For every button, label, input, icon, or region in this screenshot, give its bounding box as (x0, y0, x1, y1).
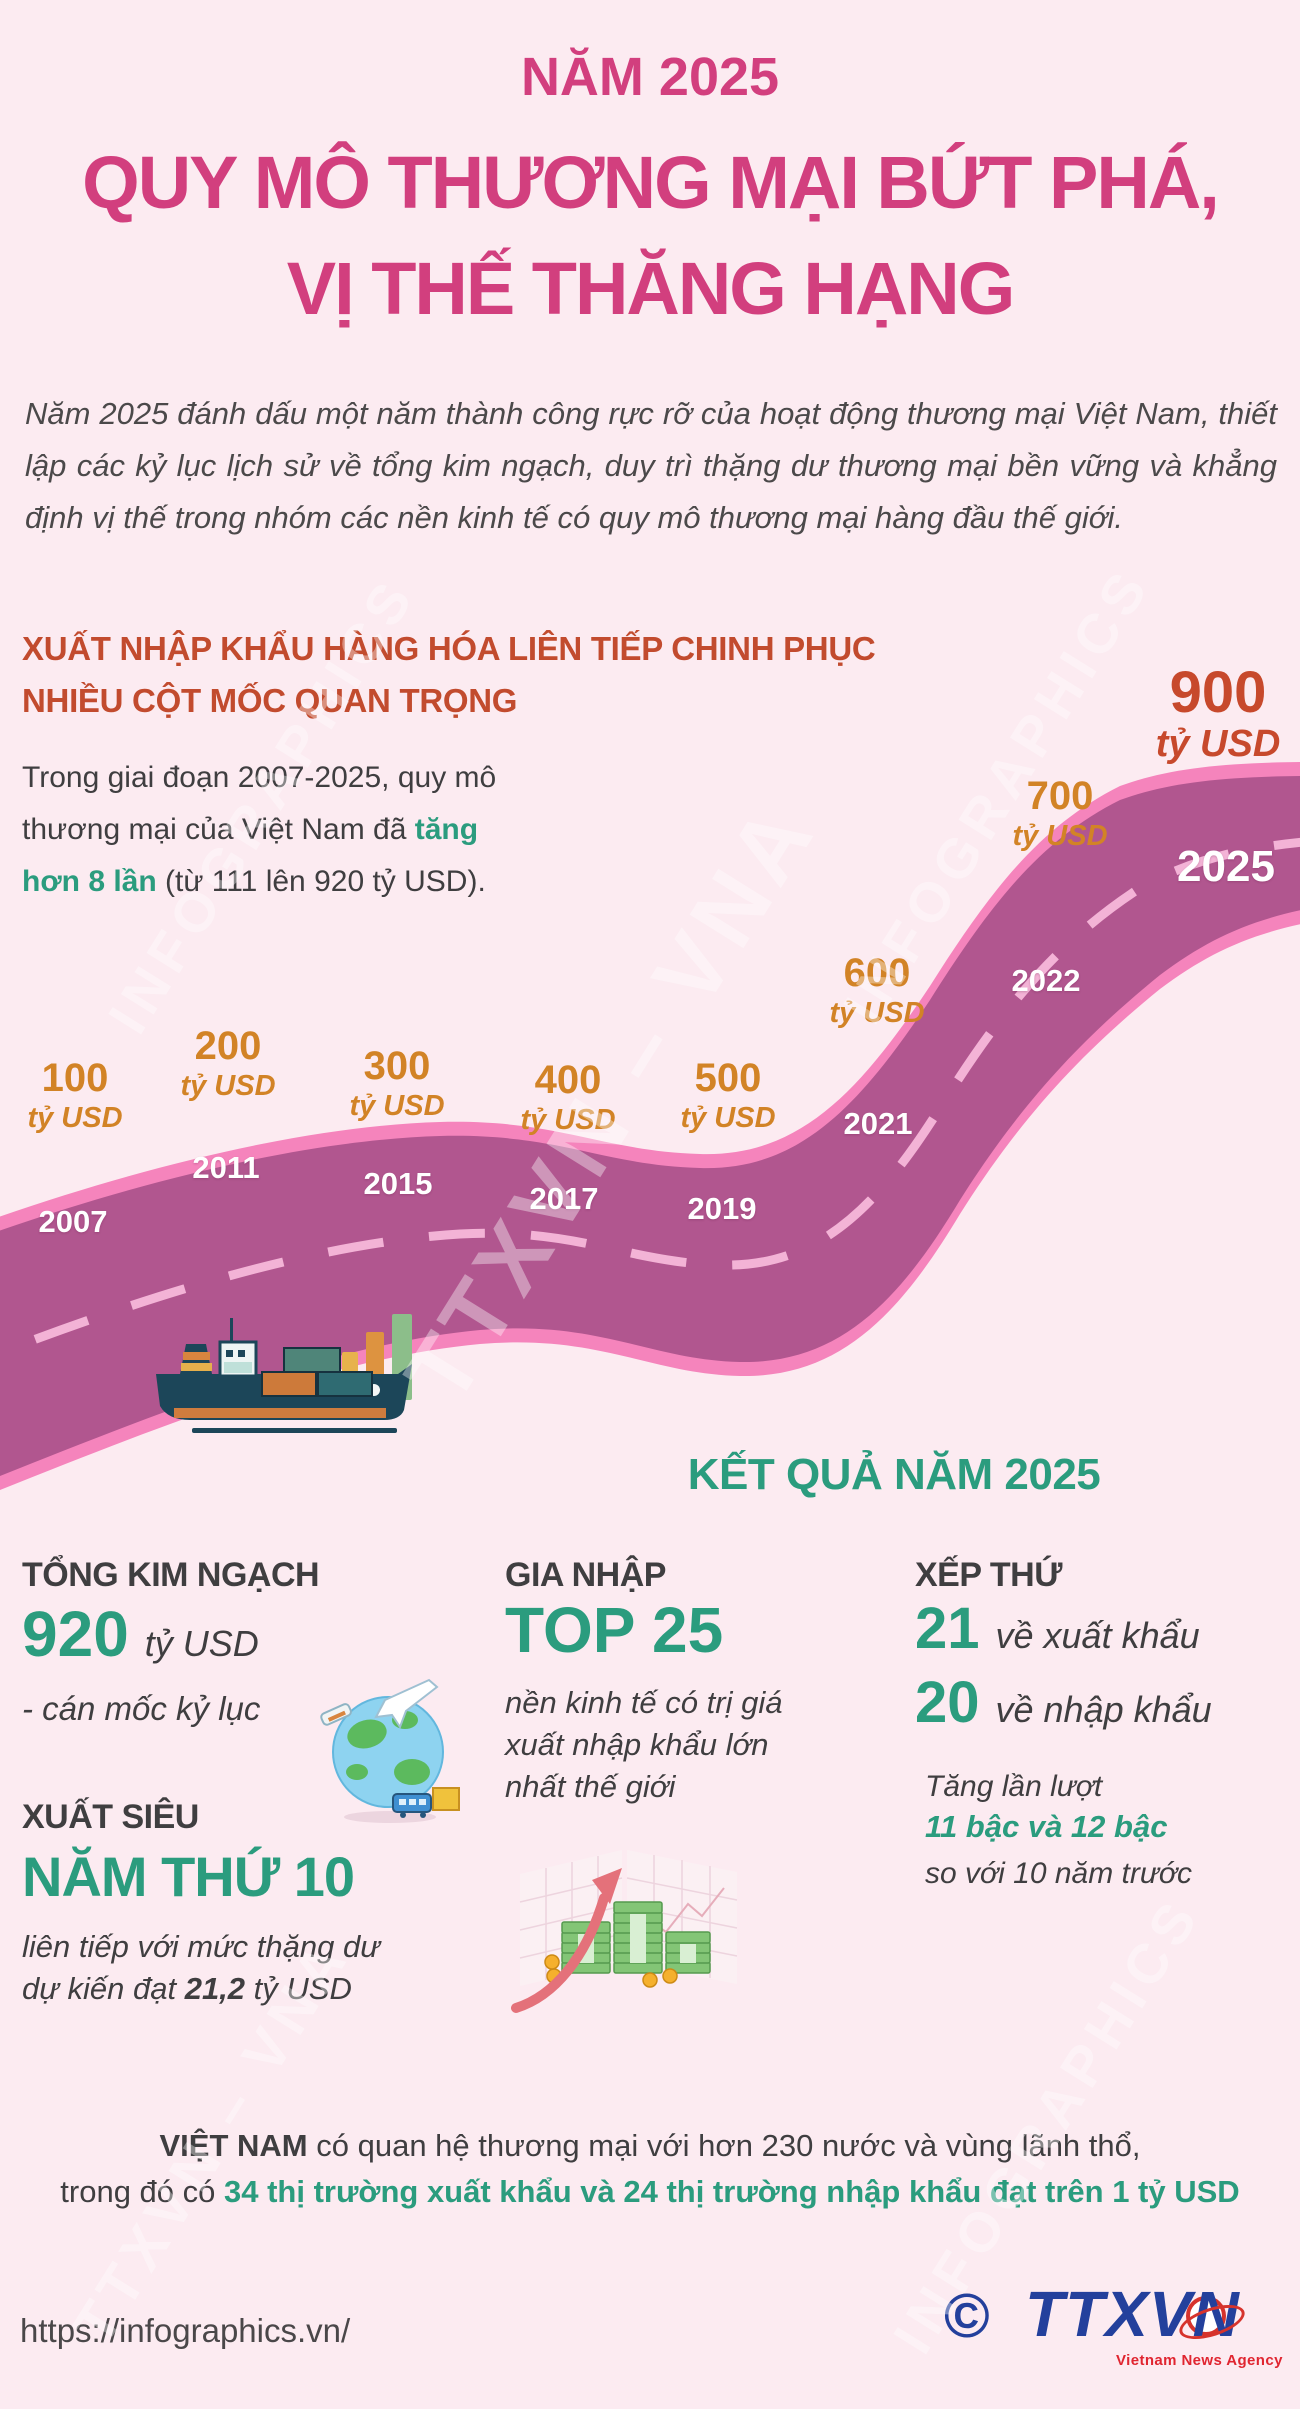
surplus-note2-suffix: tỷ USD (245, 1971, 352, 2006)
milestone-900: 900 tỷ USD (1123, 664, 1300, 766)
cargo-box (432, 1787, 460, 1811)
milestone-100: 100 tỷ USD (0, 1056, 160, 1136)
milestone-value: 600 (843, 951, 911, 995)
section-heading-line2: NHIỀU CỘT MỐC QUAN TRỌNG (22, 682, 518, 719)
milestone-unit: tỷ USD (520, 1104, 616, 1136)
total-turnover-value: 920 (22, 1598, 129, 1670)
year-label-2022: 2022 (1011, 963, 1081, 998)
milestone-unit: tỷ USD (829, 997, 925, 1029)
milestone-value: 900 (1169, 660, 1267, 725)
section-body-highlight: tăng hơn 8 lần (22, 813, 479, 898)
milestone-value: 200 (194, 1024, 262, 1068)
rank-note-line1: Tăng lần lượt (925, 1770, 1103, 1803)
agency-name: Vietnam News Agency (1116, 2352, 1283, 2369)
copyright-icon: © (944, 2282, 990, 2351)
agency-logo: TTXVN (1025, 2278, 1240, 2350)
year-label-2011: 2011 (192, 1150, 260, 1185)
milestone-value: 500 (694, 1056, 762, 1100)
milestone-unit: tỷ USD (680, 1102, 776, 1134)
summary-line2-prefix: trong đó có (60, 2174, 224, 2209)
section-heading-line1: XUẤT NHẬP KHẨU HÀNG HÓA LIÊN TIẾP CHINH … (22, 630, 876, 667)
section-body-prefix: Trong giai đoạn 2007-2025, quy mô thương… (22, 761, 497, 846)
rank-label: XẾP THỨ (915, 1556, 1062, 1594)
rank-export-label: về xuất khẩu (995, 1615, 1200, 1656)
kicker-year: NĂM 2025 (520, 47, 780, 107)
milestone-300: 300 tỷ USD (312, 1044, 482, 1124)
section-body-suffix: (từ 111 lên 920 tỷ USD). (156, 865, 486, 898)
intro-paragraph: Năm 2025 đánh dấu một năm thành công rực… (25, 396, 1277, 535)
main-title-line2: VỊ THẾ THĂNG HẠNG (286, 247, 1016, 330)
year-label-2017: 2017 (529, 1181, 599, 1216)
total-turnover-unit: tỷ USD (144, 1623, 259, 1664)
surplus-label: XUẤT SIÊU (22, 1798, 199, 1836)
milestone-200: 200 tỷ USD (143, 1024, 313, 1104)
rank-export-value: 21 (915, 1596, 980, 1661)
globe-trade-illustration (320, 1678, 460, 1823)
surplus-note-line2: dự kiến đạt 21,2 tỷ USD (22, 1968, 352, 2010)
rank-export-row: 21 về xuất khẩu (915, 1600, 1200, 1658)
milestone-value: 700 (1026, 774, 1094, 818)
cruise-ship-icon (320, 1703, 352, 1726)
total-turnover-note: - cán mốc kỷ lục (22, 1690, 261, 1727)
money-growth-illustration (511, 1850, 738, 2013)
surplus-note-line1: liên tiếp với mức thặng dư (22, 1929, 380, 1964)
total-turnover-label: TỔNG KIM NGẠCH (22, 1556, 320, 1594)
year-label-2021: 2021 (843, 1106, 913, 1141)
milestone-700: 700 tỷ USD (975, 774, 1145, 854)
cargo-ship-illustration (156, 1314, 412, 1433)
milestone-value: 300 (363, 1044, 431, 1088)
airplane-icon (374, 1678, 439, 1730)
money-stacks (561, 1901, 711, 1974)
milestone-value: 100 (41, 1056, 109, 1100)
growth-arrow (511, 1868, 622, 2013)
milestone-unit: tỷ USD (349, 1090, 445, 1122)
summary-line1-bold: VIỆT NAM (159, 2128, 308, 2163)
milestone-500: 500 tỷ USD (643, 1056, 813, 1136)
year-label-2019: 2019 (687, 1191, 757, 1226)
surplus-note2-value: 21,2 (184, 1971, 246, 2006)
section-body: Trong giai đoạn 2007-2025, quy mô thương… (22, 752, 502, 908)
rank-note-line2: 11 bậc và 12 bậc (925, 1809, 1168, 1844)
logo-globe-icon (1186, 2296, 1226, 2336)
total-turnover-value-row: 920 tỷ USD (22, 1602, 259, 1666)
rank-import-label: về nhập khẩu (995, 1689, 1212, 1730)
source-url: https://infographics.vn/ (20, 2312, 351, 2349)
summary-line2: trong đó có 34 thị trường xuất khẩu và 2… (0, 2174, 1300, 2210)
milestone-value: 400 (534, 1058, 602, 1102)
summary-line1: VIỆT NAM có quan hệ thương mại với hơn 2… (0, 2128, 1300, 2164)
milestone-600: 600 tỷ USD (792, 951, 962, 1031)
gold-coins (544, 1954, 678, 1988)
container-teal (317, 1371, 373, 1397)
main-title-line1: QUY MÔ THƯƠNG MẠI BỨT PHÁ, (82, 141, 1220, 224)
container-orange (261, 1371, 317, 1397)
road-surface (0, 775, 1300, 1476)
join-note: nền kinh tế có trị giá xuất nhập khẩu lớ… (505, 1685, 783, 1804)
year-label-2025: 2025 (1177, 842, 1275, 891)
container-green (283, 1347, 341, 1373)
summary-line1-rest: có quan hệ thương mại với hơn 230 nước v… (307, 2128, 1141, 2163)
rank-import-row: 20 về nhập khẩu (915, 1674, 1212, 1732)
results-heading: KẾT QUẢ NĂM 2025 (687, 1450, 1101, 1499)
milestone-unit: tỷ USD (1155, 723, 1281, 765)
rank-note-line3: so với 10 năm trước (925, 1857, 1193, 1890)
year-label-2015: 2015 (363, 1166, 433, 1201)
milestone-unit: tỷ USD (180, 1070, 276, 1102)
surplus-note2-prefix: dự kiến đạt (22, 1971, 185, 2006)
summary-line2-highlight: 34 thị trường xuất khẩu và 24 thị trường… (224, 2174, 1240, 2209)
surplus-value: NĂM THỨ 10 (22, 1845, 355, 1908)
join-value: TOP 25 (505, 1594, 724, 1666)
year-label-2007: 2007 (38, 1204, 108, 1239)
milestone-unit: tỷ USD (1012, 820, 1108, 852)
milestone-400: 400 tỷ USD (483, 1058, 653, 1138)
join-label: GIA NHẬP (505, 1556, 666, 1594)
milestone-unit: tỷ USD (27, 1102, 123, 1134)
train-icon (392, 1787, 460, 1818)
rank-import-value: 20 (915, 1670, 980, 1735)
